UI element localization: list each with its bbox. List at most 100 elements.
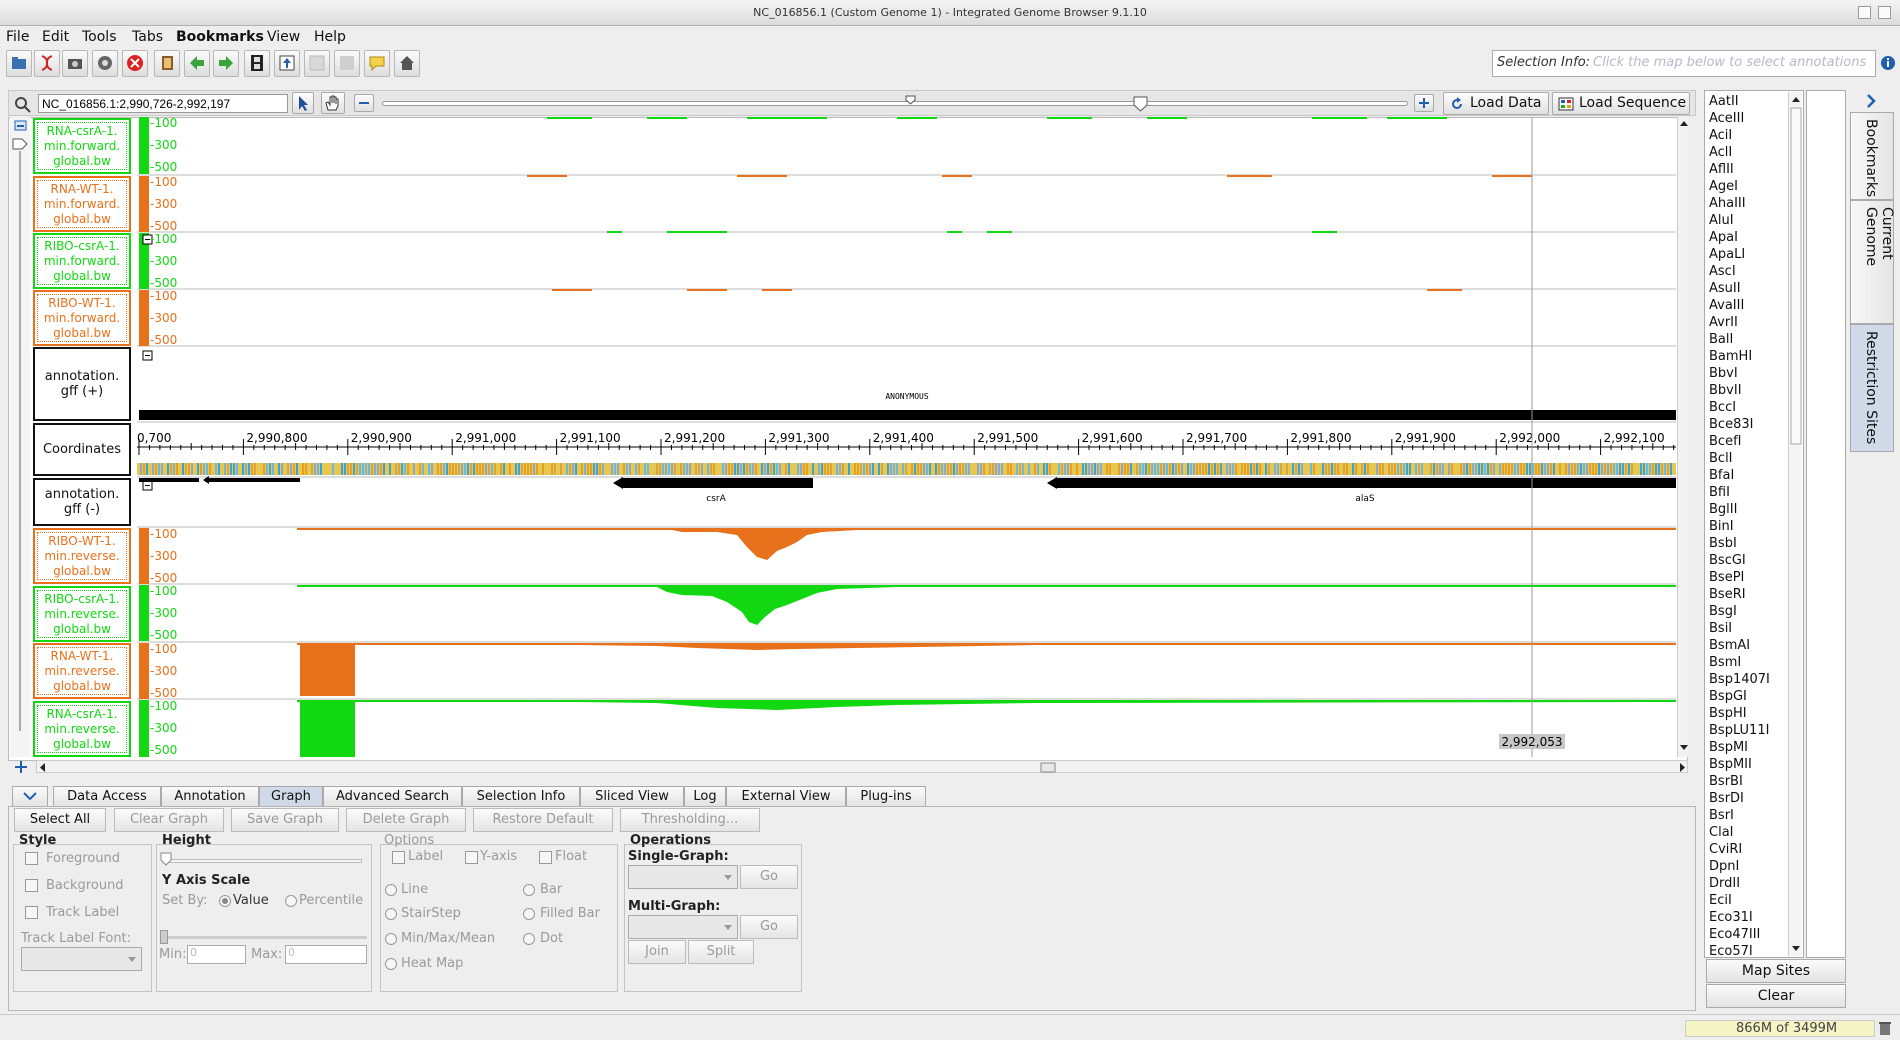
restriction-enzyme-item[interactable]: BsrDI bbox=[1709, 791, 1744, 806]
select-all-button[interactable]: Select All bbox=[14, 808, 106, 832]
background-swatch[interactable] bbox=[25, 879, 38, 892]
menu-view[interactable]: View bbox=[267, 29, 301, 45]
tab-advanced-search[interactable]: Advanced Search bbox=[323, 786, 462, 807]
restriction-enzyme-item[interactable]: AsuII bbox=[1709, 281, 1741, 296]
restriction-enzyme-item[interactable]: BbvII bbox=[1709, 383, 1742, 398]
add-track-button[interactable] bbox=[10, 760, 32, 774]
restriction-enzyme-item[interactable]: AgeI bbox=[1709, 179, 1738, 194]
zoom-out-button[interactable] bbox=[354, 94, 374, 112]
tab-data-access[interactable]: Data Access bbox=[53, 786, 161, 807]
disabled-button-2[interactable] bbox=[334, 50, 360, 77]
garbage-collect-button[interactable] bbox=[1877, 1019, 1893, 1037]
max-input[interactable]: 0 bbox=[285, 945, 367, 964]
filled-bar-radio[interactable] bbox=[523, 908, 535, 920]
zoom-in-button[interactable] bbox=[1414, 94, 1434, 112]
track-horizontal-scrollbar[interactable] bbox=[36, 760, 1688, 773]
restriction-enzyme-item[interactable]: ApaI bbox=[1709, 230, 1738, 245]
restriction-enzyme-item[interactable]: BglII bbox=[1709, 502, 1738, 517]
restriction-enzyme-item[interactable]: AvrII bbox=[1709, 315, 1738, 330]
menu-help[interactable]: Help bbox=[314, 29, 346, 45]
tab-annotation[interactable]: Annotation bbox=[161, 786, 259, 807]
location-input[interactable] bbox=[38, 94, 288, 113]
restriction-enzyme-item[interactable]: ClaI bbox=[1709, 825, 1734, 840]
restriction-enzyme-item[interactable]: DrdII bbox=[1709, 876, 1741, 891]
track-label-annotation-plus[interactable]: annotation. gff (+) bbox=[33, 347, 131, 421]
restriction-enzyme-item[interactable]: BbvI bbox=[1709, 366, 1738, 381]
restriction-enzyme-item[interactable]: BclI bbox=[1709, 451, 1733, 466]
restriction-enzyme-item[interactable]: AceIII bbox=[1709, 111, 1745, 126]
menu-bookmarks[interactable]: Bookmarks bbox=[176, 29, 264, 45]
tab-external-view[interactable]: External View bbox=[726, 786, 846, 807]
minmaxmean-radio[interactable] bbox=[385, 933, 397, 945]
restriction-enzyme-item[interactable]: AflII bbox=[1709, 162, 1734, 177]
vertical-zoom-control[interactable] bbox=[10, 117, 30, 757]
restriction-enzyme-item[interactable]: ApaLI bbox=[1709, 247, 1746, 262]
restriction-enzyme-item[interactable]: BccI bbox=[1709, 400, 1737, 415]
restriction-enzyme-item[interactable]: BsePI bbox=[1709, 570, 1745, 585]
clear-sites-button[interactable]: Clear bbox=[1706, 984, 1846, 1008]
restriction-enzyme-item[interactable]: BfaI bbox=[1709, 468, 1735, 483]
track-vertical-scrollbar[interactable] bbox=[1677, 117, 1689, 757]
restriction-enzyme-item[interactable]: BspLU11I bbox=[1709, 723, 1770, 738]
disabled-button-1[interactable] bbox=[304, 50, 330, 77]
clear-graph-button[interactable]: Clear Graph bbox=[114, 808, 224, 832]
movie-button[interactable] bbox=[244, 50, 270, 77]
track-label-annotation-minus[interactable]: annotation. gff (-) bbox=[33, 478, 131, 526]
load-sequence-button[interactable]: Load Sequence bbox=[1552, 92, 1690, 115]
restriction-enzyme-item[interactable]: AclI bbox=[1709, 145, 1733, 160]
set-by-value-radio[interactable] bbox=[219, 895, 231, 907]
line-radio[interactable] bbox=[385, 884, 397, 896]
tab-plug-ins[interactable]: Plug-ins bbox=[846, 786, 926, 807]
restriction-enzyme-item[interactable]: Eco31I bbox=[1709, 910, 1753, 925]
y-scale-slider-thumb[interactable] bbox=[160, 930, 168, 944]
track-label-ribo-csra-reverse[interactable]: RIBO-csrA-1. min.reverse. global.bw bbox=[33, 586, 131, 642]
dot-radio[interactable] bbox=[523, 933, 535, 945]
restriction-enzyme-item[interactable]: Bce83I bbox=[1709, 417, 1754, 432]
track-label-ribo-csra-forward[interactable]: RIBO-csrA-1. min.forward. global.bw bbox=[33, 233, 131, 289]
restriction-enzyme-list[interactable] bbox=[1704, 90, 1804, 958]
restriction-enzyme-item[interactable]: Eco47III bbox=[1709, 927, 1761, 942]
foreground-swatch[interactable] bbox=[25, 852, 38, 865]
set-by-percentile-radio[interactable] bbox=[285, 895, 297, 907]
comment-button[interactable] bbox=[364, 50, 390, 77]
restriction-enzyme-item[interactable]: AvaIII bbox=[1709, 298, 1745, 313]
restriction-list-scrollbar[interactable] bbox=[1788, 92, 1802, 956]
menu-tools[interactable]: Tools bbox=[82, 29, 117, 45]
single-graph-go-button[interactable]: Go bbox=[740, 865, 798, 889]
multi-graph-select[interactable] bbox=[628, 915, 738, 939]
track-label-ribo-wt-reverse[interactable]: RIBO-WT-1. min.reverse. global.bw bbox=[33, 528, 131, 584]
restriction-enzyme-item[interactable]: AhaIII bbox=[1709, 196, 1746, 211]
restriction-enzyme-item[interactable]: BspHI bbox=[1709, 706, 1747, 721]
back-button[interactable] bbox=[184, 50, 210, 77]
restriction-enzyme-item[interactable]: BamHI bbox=[1709, 349, 1753, 364]
height-slider-thumb[interactable] bbox=[160, 852, 172, 866]
home-button[interactable] bbox=[394, 50, 420, 77]
restriction-enzyme-item[interactable]: BsiI bbox=[1709, 621, 1733, 636]
min-input[interactable]: 0 bbox=[187, 945, 246, 964]
bar-radio[interactable] bbox=[523, 884, 535, 896]
restriction-enzyme-item[interactable]: Bsp1407I bbox=[1709, 672, 1770, 687]
track-label-rna-wt-reverse[interactable]: RNA-WT-1. min.reverse. global.bw bbox=[33, 643, 131, 699]
forward-button[interactable] bbox=[213, 50, 239, 77]
upload-button[interactable] bbox=[274, 50, 300, 77]
label-checkbox[interactable] bbox=[392, 851, 405, 864]
y-scale-slider[interactable] bbox=[162, 936, 367, 939]
zoom-slider-thumb-small[interactable] bbox=[905, 94, 916, 105]
restriction-enzyme-item[interactable]: CviRI bbox=[1709, 842, 1743, 857]
restriction-enzyme-item[interactable]: BcefI bbox=[1709, 434, 1742, 449]
tab-sliced-view[interactable]: Sliced View bbox=[580, 786, 684, 807]
side-tab-bookmarks[interactable]: Bookmarks bbox=[1850, 112, 1894, 200]
restriction-enzyme-item[interactable]: Eco57I bbox=[1709, 944, 1753, 959]
minus-strand-features[interactable] bbox=[139, 476, 1676, 489]
track-label-rna-csra-reverse[interactable]: RNA-csrA-1. min.reverse. global.bw bbox=[33, 701, 131, 757]
anonymous-feature[interactable] bbox=[139, 410, 1676, 420]
pan-tool-button[interactable] bbox=[321, 92, 345, 114]
track-label-coordinates[interactable]: Coordinates bbox=[33, 423, 131, 476]
height-slider[interactable] bbox=[162, 859, 362, 863]
single-graph-select[interactable] bbox=[628, 865, 738, 889]
track-label-swatch[interactable] bbox=[25, 906, 38, 919]
restriction-enzyme-item[interactable]: BseRI bbox=[1709, 587, 1746, 602]
stop-button[interactable] bbox=[122, 50, 148, 77]
restriction-enzyme-item[interactable]: BsbI bbox=[1709, 536, 1737, 551]
stairstep-radio[interactable] bbox=[385, 908, 397, 920]
